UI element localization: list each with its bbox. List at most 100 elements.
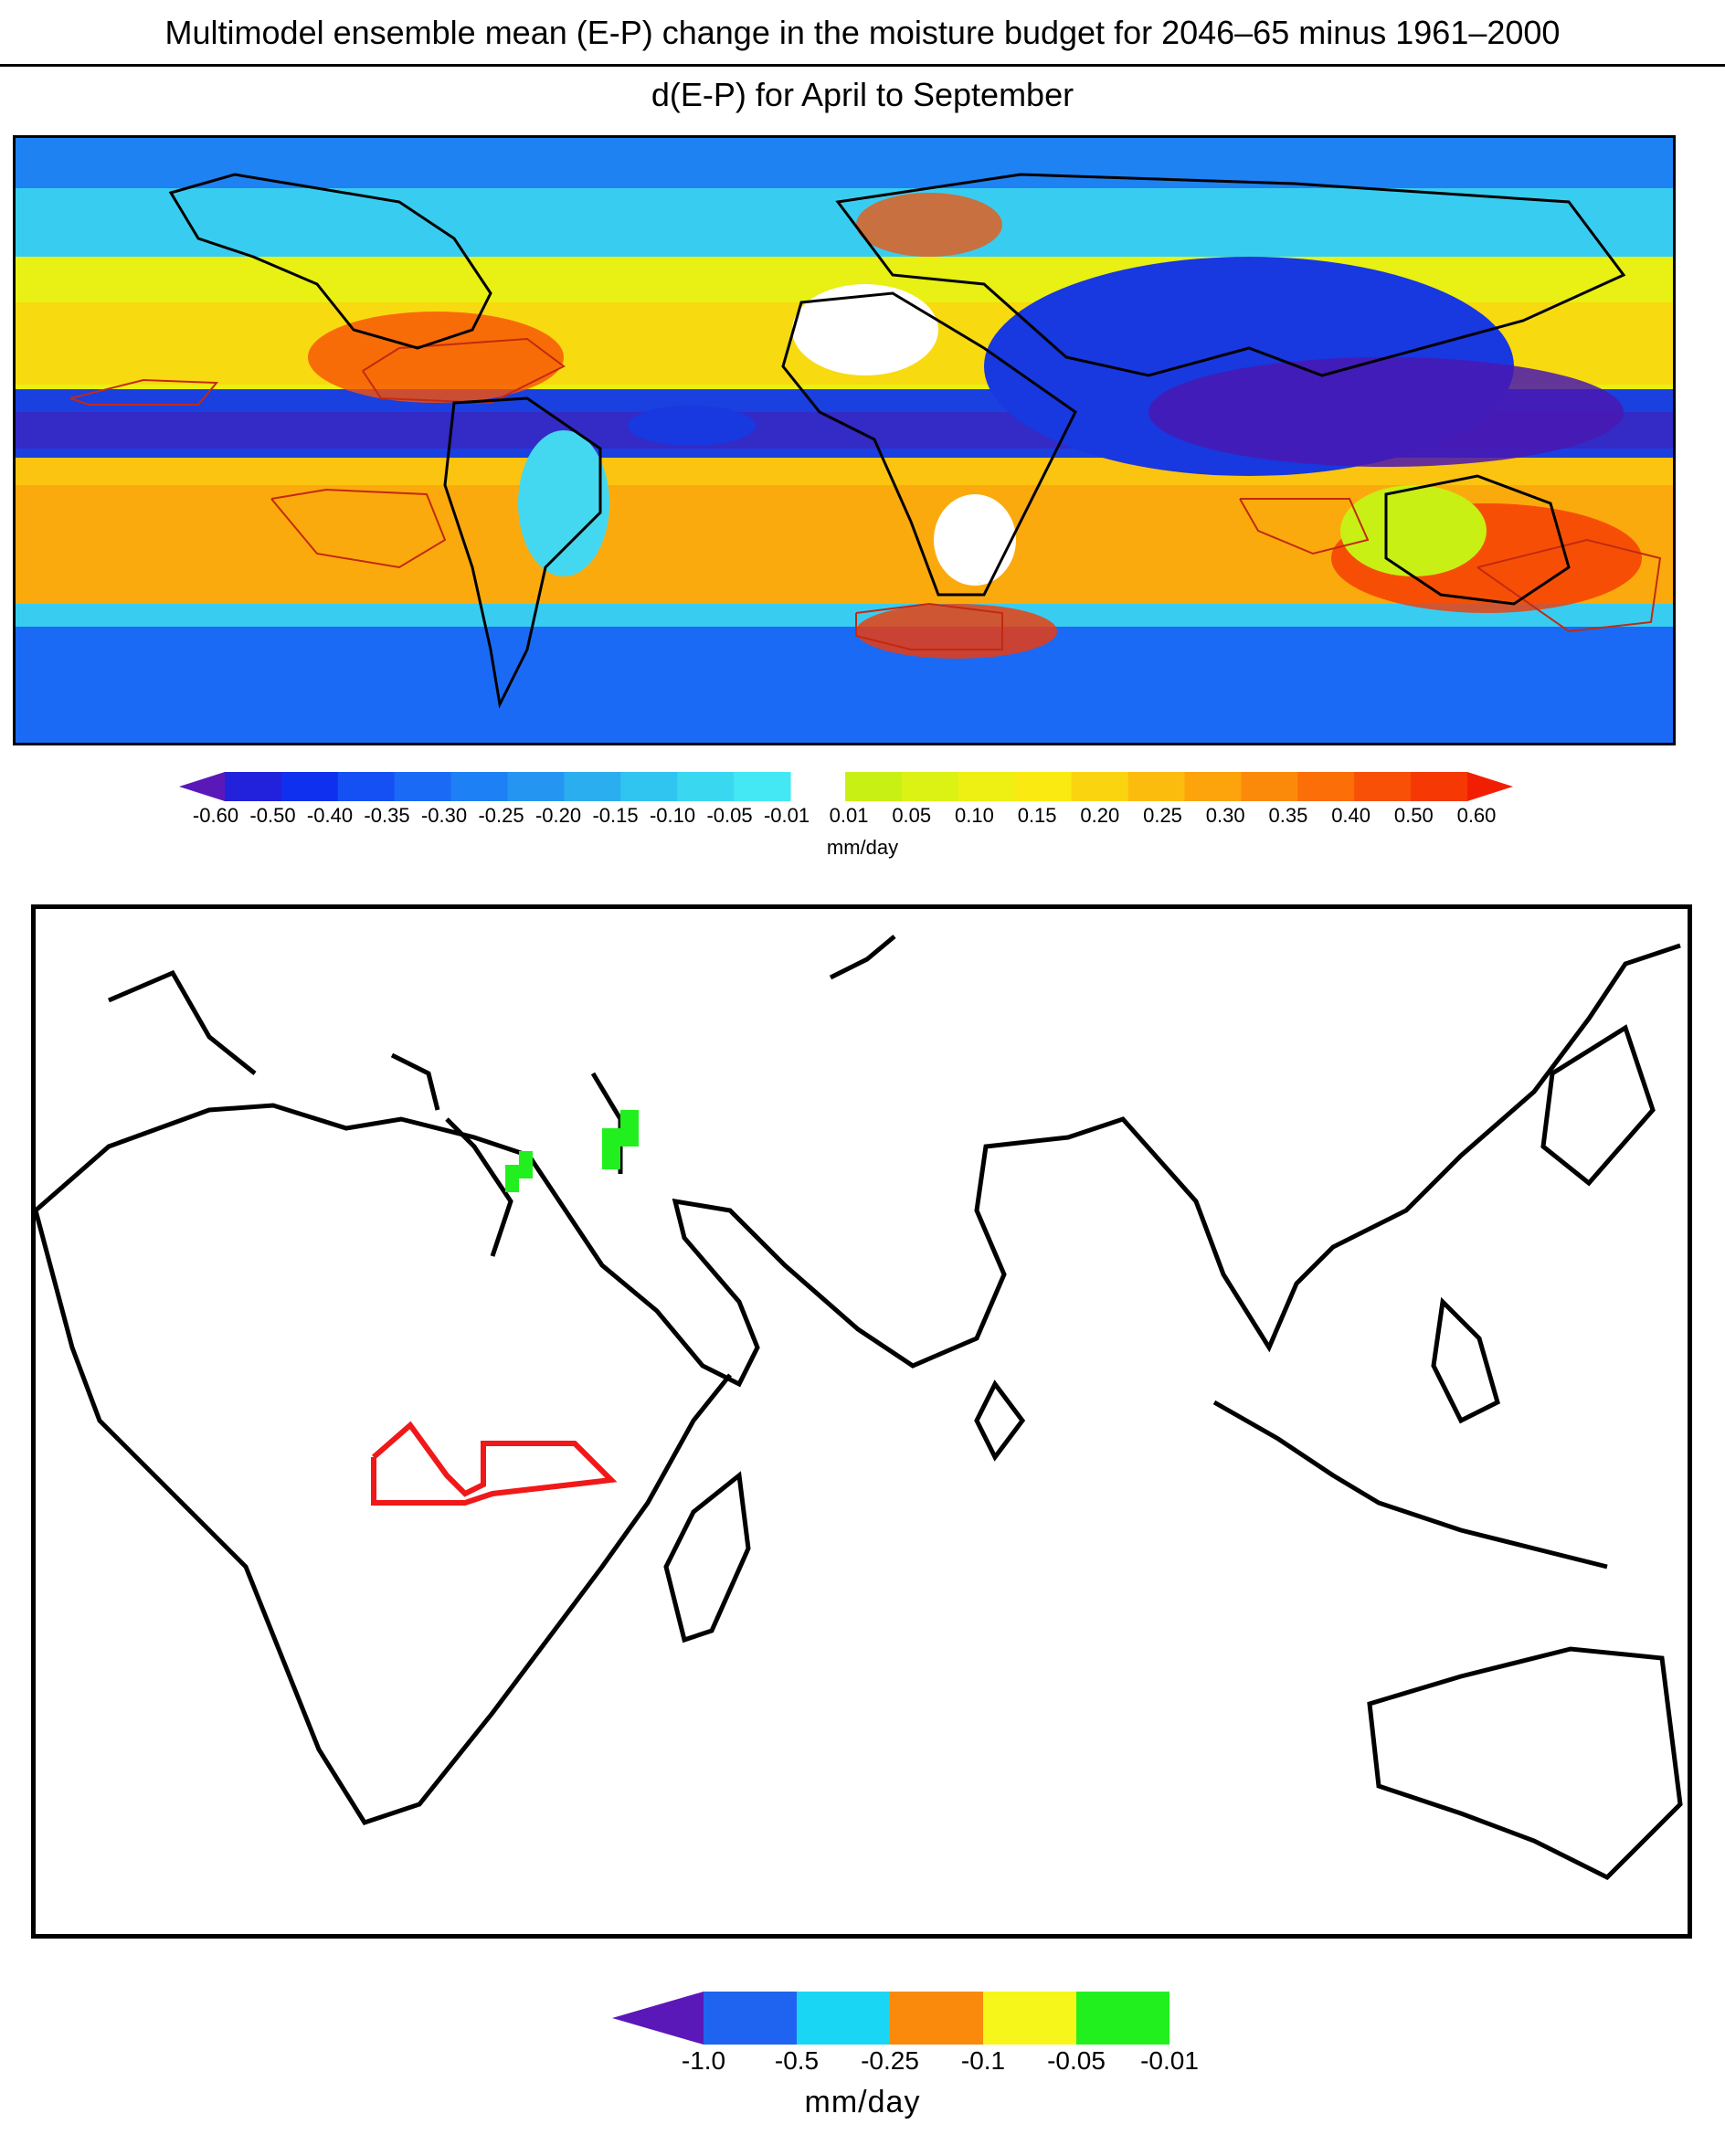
africa-coastline (36, 1210, 732, 1825)
red-sea-coastline (445, 1117, 513, 1257)
significant-cell-pakistan-2 (620, 1110, 639, 1147)
highlight-region-outline (371, 1421, 618, 1506)
colorbar-tick-label: 0.50 (1393, 804, 1434, 827)
global-ep-change-map (13, 135, 1676, 745)
eurasia-outline (835, 173, 1626, 377)
philippines-outline (1431, 1296, 1500, 1424)
colorbar-tick-label: 0.10 (955, 804, 994, 827)
colorbar-swatch (983, 1992, 1077, 2045)
colorbar-tick-label: 0.25 (1143, 804, 1182, 827)
significance-contour-south-pacific (270, 488, 447, 569)
colorbar-tick-label: -0.35 (364, 804, 410, 827)
colorbar-tick-label: -0.50 (249, 804, 296, 827)
south-indian-positive (856, 604, 1057, 659)
title-rule (0, 64, 1725, 67)
significance-contour-caribbean (362, 337, 566, 405)
australia-interior (1340, 485, 1487, 576)
colorbar-tick-label: 0.15 (1017, 804, 1057, 827)
colorbar-tick-label: -0.05 (706, 804, 753, 827)
colorbar-positive-swatch (845, 772, 903, 801)
colorbar-tick-label: -0.01 (763, 804, 810, 827)
sri-lanka-outline (974, 1379, 1026, 1462)
global-field-svg (16, 138, 1673, 743)
atlantic-negative (628, 406, 756, 446)
significance-contour-australia (1476, 538, 1662, 633)
colorbar-high-arrow (1467, 772, 1513, 801)
colorbar-tick-label: -0.40 (306, 804, 354, 827)
colorbar-tick-label: -0.30 (420, 804, 468, 827)
colorbar-tick-label: -0.20 (534, 804, 582, 827)
top-colorbar-units: mm/day (826, 836, 899, 859)
arctic-island-outline (829, 935, 896, 980)
colorbar-tick-label: -0.15 (592, 804, 639, 827)
colorbar-negative-swatch (394, 772, 452, 801)
colorbar-negative-swatch (337, 772, 396, 801)
colorbar-tick-label: 0.30 (1205, 804, 1245, 827)
colorbar-swatch (797, 1992, 891, 2045)
bottom-colorbar (612, 1992, 1169, 2045)
europe-coastline (108, 969, 257, 1075)
colorbar-positive-swatch (1241, 772, 1298, 801)
significance-contour-indian (1239, 498, 1370, 555)
colorbar-positive-swatch (1127, 772, 1185, 801)
colorbar-negative-swatch (280, 772, 339, 801)
colorbar-tick-label: 0.60 (1456, 804, 1497, 827)
australia-coastline (1367, 1646, 1683, 1881)
colorbar-tick-label: -0.05 (1047, 2046, 1106, 2075)
colorbar-tick-label: 0.01 (829, 804, 869, 827)
colorbar-tick-label: -0.01 (1140, 2046, 1199, 2075)
mediterranean-positive (856, 193, 1002, 257)
colorbar-tick-label: -0.25 (478, 804, 524, 827)
significant-cell-pakistan-1 (602, 1128, 620, 1169)
colorbar-positive-swatch (901, 772, 959, 801)
colorbar-low-arrow (179, 772, 225, 801)
colorbar-tick-label: 0.35 (1268, 804, 1308, 827)
figure-title: Multimodel ensemble mean (E-P) change in… (164, 14, 1561, 51)
south-africa-zero (934, 494, 1016, 586)
colorbar-positive-swatch (1354, 772, 1412, 801)
colorbar-swatch (890, 1992, 984, 2045)
top-colorbar (179, 772, 1513, 801)
colorbar-tick-label: -0.25 (861, 2046, 919, 2075)
colorbar-negative-swatch (734, 772, 791, 801)
field-southern-ocean (16, 627, 1673, 743)
colorbar-positive-swatch (1071, 772, 1129, 801)
south-america-negative (518, 430, 609, 576)
colorbar-positive-swatch (1297, 772, 1355, 801)
caribbean-positive (308, 312, 564, 403)
colorbar-positive-swatch (1014, 772, 1073, 801)
madagascar-outline (663, 1471, 751, 1643)
colorbar-negative-swatch (225, 772, 282, 801)
colorbar-tick-label: -0.10 (649, 804, 696, 827)
japan-outline (1540, 1024, 1656, 1187)
colorbar-positive-swatch (958, 772, 1016, 801)
colorbar-tick-label: 0.40 (1331, 804, 1371, 827)
australia-outline (1384, 474, 1571, 606)
colorbar-negative-swatch (507, 772, 565, 801)
eurasia-coastline (36, 943, 1681, 1388)
black-sea-coastline (390, 1052, 440, 1111)
colorbar-positive-swatch (1411, 772, 1468, 801)
sahara-zero (792, 284, 938, 375)
field-south-transition (16, 604, 1673, 627)
eastern-hemisphere-svg (36, 935, 1683, 1881)
colorbar-tick-label: -1.0 (681, 2046, 726, 2075)
colorbar-tick-label: 0.20 (1080, 804, 1120, 827)
colorbar-tick-label: -0.5 (774, 2046, 820, 2075)
bottom-colorbar-units: mm/day (804, 2085, 921, 2119)
africa-outline (781, 291, 1077, 597)
colorbar-tick-label: -0.60 (192, 804, 239, 827)
top-colorbar-ticks: -0.60 -0.50 -0.40 -0.35 -0.30 -0.25 -0.20 -0.15… (179, 804, 1513, 835)
colorbar-swatch (704, 1992, 798, 2045)
colorbar-negative-swatch (564, 772, 621, 801)
north-america-outline (168, 173, 492, 350)
colorbar-tick-label: -0.1 (960, 2046, 1006, 2075)
eastern-hemisphere-map (31, 904, 1692, 1939)
figure-subtitle: d(E-P) for April to September (651, 76, 1074, 113)
significant-cell-oman-1 (505, 1165, 519, 1192)
significance-contour-south-indian (855, 602, 1003, 650)
colorbar-positive-swatch (1184, 772, 1242, 801)
west-pacific-negative (1148, 357, 1624, 467)
indonesia-coastline (1212, 1400, 1608, 1569)
significant-cell-oman-2 (519, 1151, 533, 1178)
